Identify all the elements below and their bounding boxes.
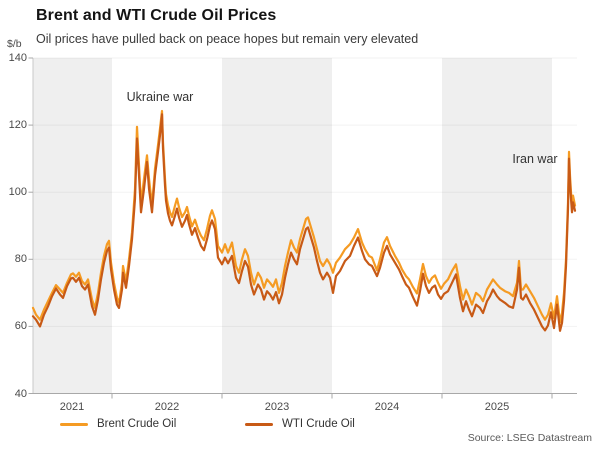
wti-price-line xyxy=(31,113,577,332)
legend-swatch xyxy=(60,422,88,426)
page-title: Brent and WTI Crude Oil Prices xyxy=(36,7,277,24)
x-tick-label-2021: 2021 xyxy=(59,400,85,413)
y-tick-label: 140 xyxy=(8,52,27,64)
legend-label: Brent Crude Oil xyxy=(97,418,177,430)
chart-legend: Brent Crude Oil WTI Crude Oil xyxy=(0,416,600,432)
x-tick-label-2025: 2025 xyxy=(484,400,510,413)
legend-item-wti: WTI Crude Oil xyxy=(245,416,355,432)
legend-swatch xyxy=(245,422,273,426)
legend-item-brent: Brent Crude Oil xyxy=(60,416,176,432)
y-tick-label: 60 xyxy=(14,320,27,333)
x-tick-label-2022: 2022 xyxy=(154,400,180,413)
annotation-ukraine-war: Ukraine war xyxy=(126,90,194,104)
y-axis-unit-label: $/b xyxy=(7,38,22,50)
annotation-iran-war: Iran war xyxy=(512,152,558,166)
y-tick-label: 120 xyxy=(8,119,27,132)
chart-subtitle: Oil prices have pulled back on peace hop… xyxy=(36,32,419,46)
brent-price-line xyxy=(31,109,577,324)
year-band xyxy=(442,58,552,394)
year-band xyxy=(33,58,112,394)
x-tick-label-2023: 2023 xyxy=(264,400,290,413)
legend-label: WTI Crude Oil xyxy=(282,418,355,430)
year-band xyxy=(222,58,332,394)
source-text: Source: LSEG Datastream xyxy=(467,432,592,444)
y-tick-label: 40 xyxy=(14,387,27,400)
y-tick-label: 80 xyxy=(14,253,27,266)
y-tick-label: 100 xyxy=(8,186,27,199)
x-tick-label-2024: 2024 xyxy=(374,400,400,413)
